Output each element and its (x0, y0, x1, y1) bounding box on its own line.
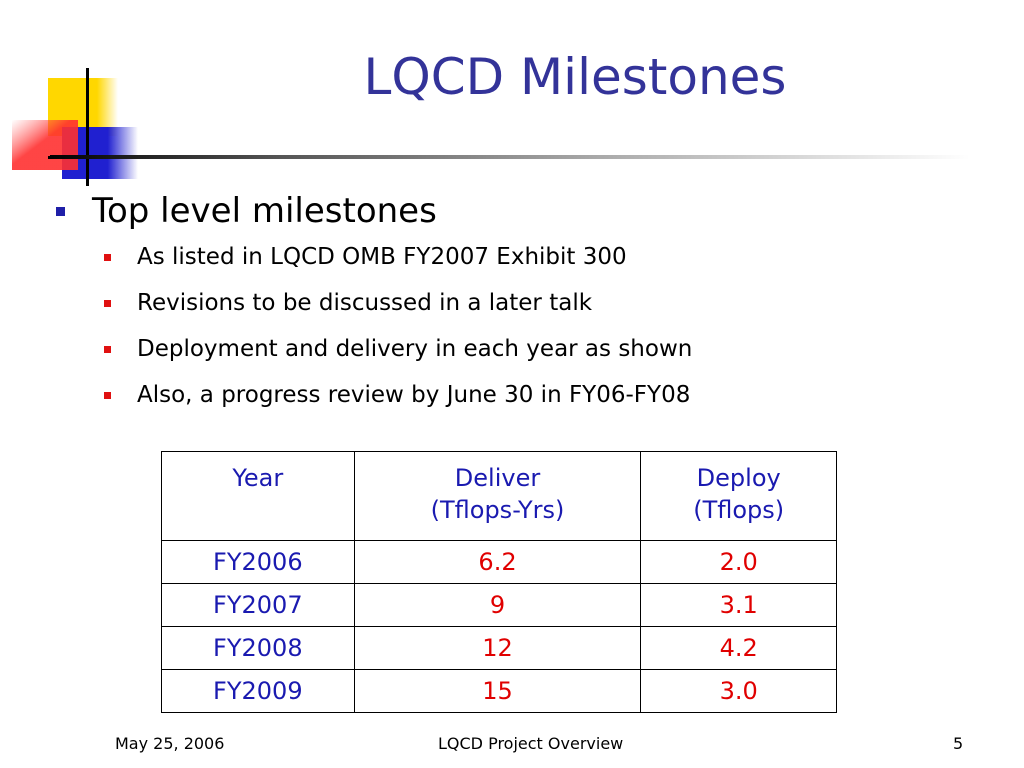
cell-year: FY2007 (161, 583, 355, 627)
table-row: FY2008 12 4.2 (161, 626, 837, 670)
cell-deploy: 4.2 (640, 626, 837, 670)
sub-bullet-item: Revisions to be discussed in a later tal… (56, 280, 956, 326)
cell-deliver: 12 (353, 626, 642, 670)
sub-bullet-text: As listed in LQCD OMB FY2007 Exhibit 300 (137, 244, 627, 270)
footer-date: May 25, 2006 (115, 734, 225, 753)
header-deploy: Deploy (Tflops) (640, 451, 837, 541)
bullet-list: Top level milestones As listed in LQCD O… (56, 188, 956, 418)
square-bullet-icon (104, 391, 111, 399)
square-bullet-icon (104, 345, 111, 353)
square-bullet-icon (104, 299, 111, 307)
decorative-logo-icon (12, 68, 138, 186)
title-rule (50, 155, 970, 159)
sub-bullet-text: Also, a progress review by June 30 in FY… (137, 382, 691, 408)
sub-bullet-text: Revisions to be discussed in a later tal… (137, 290, 593, 316)
header-year: Year (161, 451, 355, 541)
cell-deliver: 15 (353, 669, 642, 713)
square-bullet-icon (56, 206, 65, 216)
cell-year: FY2008 (161, 626, 355, 670)
footer-title: LQCD Project Overview (438, 734, 624, 753)
table-header-row: Year Deliver (Tflops-Yrs) Deploy (Tflops) (161, 451, 837, 541)
milestones-table: Year Deliver (Tflops-Yrs) Deploy (Tflops) … (161, 451, 837, 713)
cell-deploy: 2.0 (640, 540, 837, 584)
slide-title: LQCD Milestones (363, 48, 787, 106)
sub-bullet-item: As listed in LQCD OMB FY2007 Exhibit 300 (56, 234, 956, 280)
header-deliver: Deliver (Tflops-Yrs) (353, 451, 642, 541)
table-row: FY2009 15 3.0 (161, 669, 837, 713)
square-bullet-icon (104, 253, 111, 261)
cell-year: FY2009 (161, 669, 355, 713)
table-row: FY2007 9 3.1 (161, 583, 837, 627)
cell-deliver: 9 (353, 583, 642, 627)
bullet-text: Top level milestones (92, 191, 437, 231)
cell-deploy: 3.0 (640, 669, 837, 713)
cell-deliver: 6.2 (353, 540, 642, 584)
sub-bullet-text: Deployment and delivery in each year as … (137, 336, 693, 362)
page-number: 5 (953, 734, 964, 753)
bullet-item: Top level milestones (56, 188, 956, 234)
sub-bullet-item: Deployment and delivery in each year as … (56, 326, 956, 372)
cell-year: FY2006 (161, 540, 355, 584)
table-row: FY2006 6.2 2.0 (161, 540, 837, 584)
sub-bullet-item: Also, a progress review by June 30 in FY… (56, 372, 956, 418)
cell-deploy: 3.1 (640, 583, 837, 627)
